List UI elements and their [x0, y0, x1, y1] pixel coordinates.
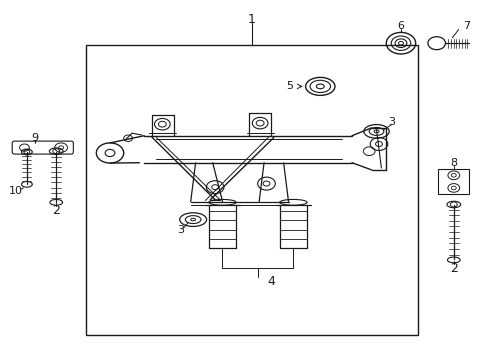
- Text: 2: 2: [52, 204, 60, 217]
- Text: 8: 8: [449, 158, 456, 168]
- Text: 4: 4: [267, 275, 275, 288]
- Text: 2: 2: [449, 262, 457, 275]
- Text: 9: 9: [32, 132, 39, 143]
- Text: 5: 5: [285, 81, 292, 91]
- Text: 1: 1: [247, 13, 255, 26]
- Text: 3: 3: [387, 117, 394, 127]
- Text: 6: 6: [397, 21, 404, 31]
- Text: 7: 7: [463, 21, 469, 31]
- Text: 3: 3: [177, 225, 184, 235]
- Text: 10: 10: [9, 186, 22, 196]
